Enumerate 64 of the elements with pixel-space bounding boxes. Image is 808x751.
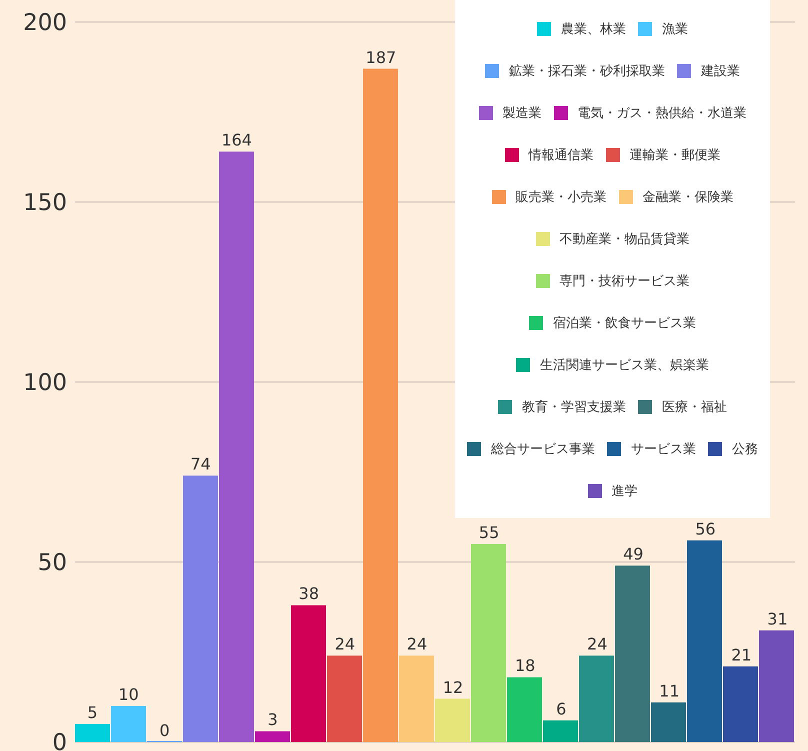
- data-label: 12: [442, 678, 464, 697]
- data-label: 10: [118, 685, 139, 704]
- data-label: 5: [87, 703, 98, 722]
- bar: [507, 677, 542, 742]
- data-label: 187: [366, 48, 396, 67]
- y-tick-label: 100: [23, 370, 67, 396]
- bar: [687, 540, 722, 742]
- bar: [579, 656, 614, 742]
- data-label: 55: [478, 523, 500, 542]
- legend-label: 専門・技術サービス業: [560, 273, 690, 290]
- bar: [723, 666, 758, 742]
- legend-label: サービス業: [631, 441, 696, 458]
- data-label: 49: [623, 544, 644, 564]
- data-label: 11: [659, 681, 680, 700]
- legend-label: 電気・ガス・熱供給・水道業: [578, 105, 746, 122]
- bar: [327, 656, 362, 742]
- y-tick-label: 200: [23, 10, 67, 36]
- data-label: 6: [556, 699, 566, 718]
- bar: [219, 152, 254, 742]
- legend-label: 建設業: [701, 63, 740, 80]
- legend-label: 教育・学習支援業: [522, 398, 626, 416]
- legend-label: 不動産業・物品賃貸業: [560, 231, 690, 248]
- data-label: 74: [190, 454, 211, 474]
- legend-label: 漁業: [662, 21, 688, 38]
- bar: [291, 605, 326, 742]
- legend-label: 進学: [612, 483, 638, 500]
- data-label: 3: [268, 710, 278, 730]
- y-tick-label: 50: [38, 550, 67, 576]
- bar: [75, 724, 110, 742]
- data-label: 24: [587, 634, 608, 654]
- bar: [399, 656, 434, 742]
- bar: [651, 702, 686, 742]
- bar: [435, 698, 470, 742]
- y-tick-label: 150: [23, 190, 67, 216]
- data-label: 31: [767, 609, 788, 628]
- data-label: 0: [160, 721, 170, 740]
- bar: [111, 706, 146, 742]
- data-label: 21: [731, 645, 752, 664]
- data-label: 18: [514, 656, 536, 676]
- legend-label: 農業、林業: [561, 21, 626, 38]
- legend-label: 金融業・保険業: [642, 189, 734, 206]
- bar: [255, 731, 290, 742]
- data-label: 24: [334, 634, 356, 654]
- legend-label: 鉱業・採石業・砂利採取業: [509, 63, 665, 80]
- legend-label: 医療・福祉: [662, 399, 727, 416]
- bar: [543, 720, 578, 742]
- data-label: 56: [695, 519, 716, 538]
- legend-label: 製造業: [502, 105, 542, 122]
- data-label: 24: [406, 634, 428, 654]
- legend-label: 公務: [732, 441, 758, 458]
- bar: [363, 68, 398, 742]
- y-tick-label: 0: [52, 730, 67, 751]
- data-label: 164: [221, 130, 252, 150]
- legend-label: 生活関連サービス業、娯楽業: [540, 357, 709, 374]
- legend-label: 販売業・小売業: [516, 189, 606, 206]
- bar: [615, 566, 650, 742]
- legend-label: 運輸業・郵便業: [630, 147, 720, 164]
- bar: [471, 544, 506, 742]
- legend-label: 宿泊業・飲食サービス業: [553, 315, 696, 332]
- legend-label: 総合サービス事業: [491, 441, 595, 458]
- data-label: 38: [298, 584, 320, 604]
- bar: [759, 630, 794, 742]
- legend-label: 情報通信業: [528, 147, 594, 164]
- bar: [183, 476, 218, 742]
